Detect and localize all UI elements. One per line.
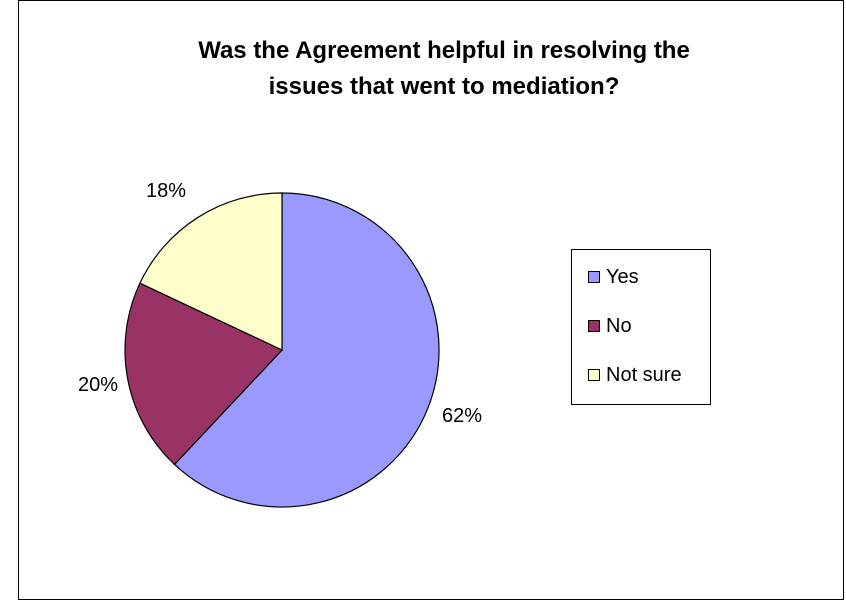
chart-title: Was the Agreement helpful in resolving t… xyxy=(49,33,839,105)
data-label-not-sure: 18% xyxy=(146,180,186,202)
data-label-yes: 62% xyxy=(442,405,482,427)
data-label-no: 20% xyxy=(78,374,118,396)
legend-item-yes: Yes xyxy=(588,265,639,289)
chart-legend: Yes No Not sure xyxy=(571,249,711,405)
legend-label-no: No xyxy=(606,314,632,337)
legend-swatch-yes xyxy=(588,271,600,283)
chart-title-line-2: issues that went to mediation? xyxy=(268,73,620,100)
chart-title-line-1: Was the Agreement helpful in resolving t… xyxy=(198,37,690,64)
legend-label-yes: Yes xyxy=(606,265,639,288)
legend-swatch-not-sure xyxy=(588,369,600,381)
legend-label-not-sure: Not sure xyxy=(606,363,682,386)
pie-slice-not-sure xyxy=(139,192,283,351)
legend-item-no: No xyxy=(588,314,632,338)
legend-item-not-sure: Not sure xyxy=(588,363,682,387)
legend-swatch-no xyxy=(588,320,600,332)
pie-slice-yes xyxy=(173,192,440,508)
pie-slice-no xyxy=(124,282,284,466)
